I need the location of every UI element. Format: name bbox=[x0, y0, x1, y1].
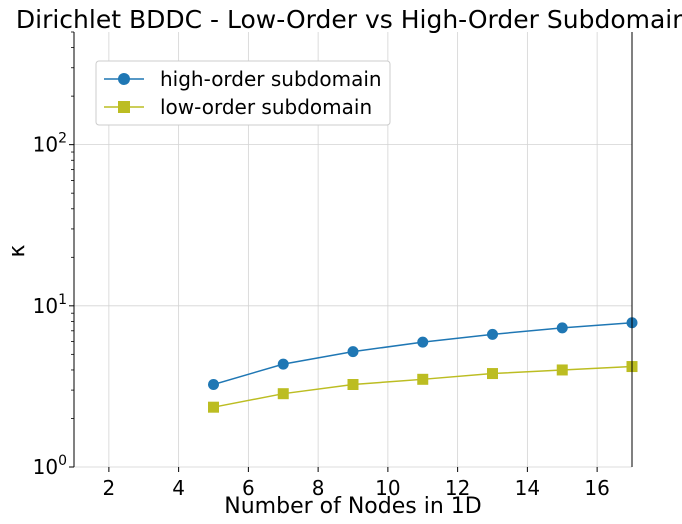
data-point bbox=[277, 388, 289, 400]
data-point bbox=[208, 378, 219, 390]
x-tick-label: 10 bbox=[375, 476, 400, 500]
chart-title: Dirichlet BDDC - Low-Order vs High-Order… bbox=[16, 5, 682, 34]
legend-label-high-order: high-order subdomain bbox=[160, 67, 382, 91]
legend-frame bbox=[95, 60, 391, 126]
x-tick-label: 16 bbox=[584, 476, 609, 500]
y-tick-label: 101 bbox=[33, 292, 67, 318]
legend-entry-high-order: high-order subdomain bbox=[104, 67, 382, 91]
y-tick-label: 102 bbox=[33, 131, 67, 157]
data-point bbox=[208, 401, 219, 413]
x-tick-label: 2 bbox=[103, 476, 116, 500]
series-line-1 bbox=[213, 365, 633, 408]
x-ticks: 2 4 6 8 10 12 14 16 bbox=[103, 467, 610, 500]
legend: high-order subdomain low-order subdomain bbox=[95, 60, 391, 126]
y-tick-label: 100 bbox=[33, 453, 67, 479]
data-point bbox=[347, 378, 359, 390]
legend-label-low-order: low-order subdomain bbox=[160, 95, 372, 119]
data-point bbox=[556, 364, 568, 376]
data-point bbox=[277, 358, 289, 370]
data-point bbox=[487, 328, 498, 340]
x-tick-label: 14 bbox=[515, 476, 540, 500]
legend-marker-low-order bbox=[118, 101, 130, 113]
axes bbox=[73, 32, 633, 467]
x-tick-label: 8 bbox=[312, 476, 325, 500]
data-point bbox=[417, 373, 429, 385]
data-point bbox=[417, 336, 429, 348]
data-point bbox=[487, 368, 498, 380]
x-tick-label: 6 bbox=[242, 476, 255, 500]
x-axis-label: Number of Nodes in 1D bbox=[224, 494, 481, 519]
legend-entry-low-order: low-order subdomain bbox=[104, 95, 372, 119]
y-axis-label: κ bbox=[5, 244, 30, 257]
x-tick-label: 12 bbox=[445, 476, 470, 500]
y-ticks: 100 101 102 bbox=[33, 31, 74, 479]
series-layer bbox=[208, 317, 638, 413]
data-point bbox=[347, 346, 359, 358]
legend-marker-high-order bbox=[118, 73, 130, 85]
x-tick-label: 4 bbox=[172, 476, 185, 500]
data-point bbox=[556, 322, 568, 334]
